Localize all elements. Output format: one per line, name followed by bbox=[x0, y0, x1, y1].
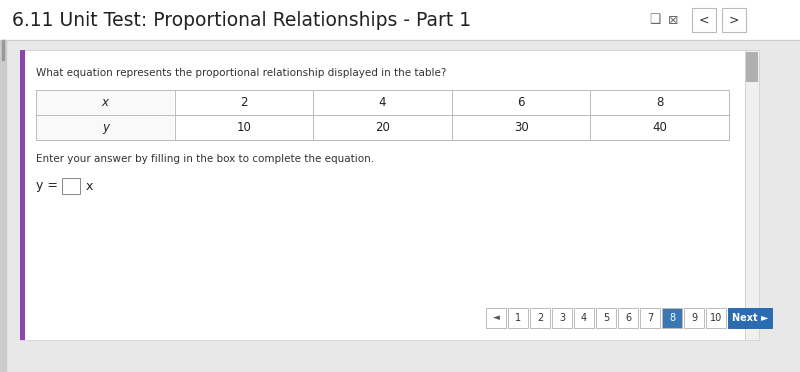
Text: 3: 3 bbox=[559, 313, 565, 323]
Bar bbox=[62, 178, 80, 194]
Bar bbox=[618, 308, 638, 328]
Text: 40: 40 bbox=[652, 121, 667, 134]
Bar bbox=[36, 90, 729, 140]
Bar bbox=[706, 308, 726, 328]
Text: 10: 10 bbox=[237, 121, 251, 134]
Bar bbox=[508, 308, 528, 328]
Bar bbox=[0, 0, 800, 40]
Text: What equation represents the proportional relationship displayed in the table?: What equation represents the proportiona… bbox=[36, 68, 446, 78]
Text: 4: 4 bbox=[378, 96, 386, 109]
Text: ⊠: ⊠ bbox=[668, 13, 678, 26]
Text: 6: 6 bbox=[518, 96, 525, 109]
Bar bbox=[662, 308, 682, 328]
Bar bbox=[0, 40, 800, 372]
Text: Next ►: Next ► bbox=[732, 313, 768, 323]
Text: ◄: ◄ bbox=[493, 314, 499, 323]
Bar bbox=[2, 40, 4, 60]
Bar bbox=[20, 50, 25, 340]
Text: 4: 4 bbox=[581, 313, 587, 323]
Text: 2: 2 bbox=[240, 96, 248, 109]
Text: 6: 6 bbox=[625, 313, 631, 323]
Bar bbox=[728, 308, 772, 328]
Text: >: > bbox=[729, 13, 739, 26]
Text: 5: 5 bbox=[603, 313, 609, 323]
Text: 7: 7 bbox=[647, 313, 653, 323]
Text: y =: y = bbox=[36, 180, 62, 192]
Text: Enter your answer by filling in the box to complete the equation.: Enter your answer by filling in the box … bbox=[36, 154, 374, 164]
Bar bbox=[746, 52, 758, 82]
Bar bbox=[722, 8, 746, 32]
Text: x: x bbox=[102, 96, 109, 109]
Bar bbox=[37, 90, 174, 140]
Bar bbox=[640, 308, 660, 328]
Text: y: y bbox=[102, 121, 109, 134]
Text: 10: 10 bbox=[710, 313, 722, 323]
Text: 6.11 Unit Test: Proportional Relationships - Part 1: 6.11 Unit Test: Proportional Relationshi… bbox=[12, 10, 471, 29]
Text: <: < bbox=[698, 13, 710, 26]
Text: 9: 9 bbox=[691, 313, 697, 323]
Bar bbox=[0, 40, 6, 372]
Text: 2: 2 bbox=[537, 313, 543, 323]
Bar bbox=[596, 308, 616, 328]
Bar bbox=[552, 308, 572, 328]
Text: 8: 8 bbox=[669, 313, 675, 323]
Text: 30: 30 bbox=[514, 121, 529, 134]
Bar bbox=[530, 308, 550, 328]
Bar bbox=[574, 308, 594, 328]
Bar bbox=[20, 50, 745, 340]
Text: 8: 8 bbox=[656, 96, 663, 109]
Text: 1: 1 bbox=[515, 313, 521, 323]
Text: x: x bbox=[86, 180, 94, 192]
Text: ❑: ❑ bbox=[650, 13, 661, 26]
Bar bbox=[486, 308, 506, 328]
Bar bbox=[692, 8, 716, 32]
Text: 20: 20 bbox=[375, 121, 390, 134]
Bar bbox=[684, 308, 704, 328]
Bar bbox=[745, 50, 759, 340]
